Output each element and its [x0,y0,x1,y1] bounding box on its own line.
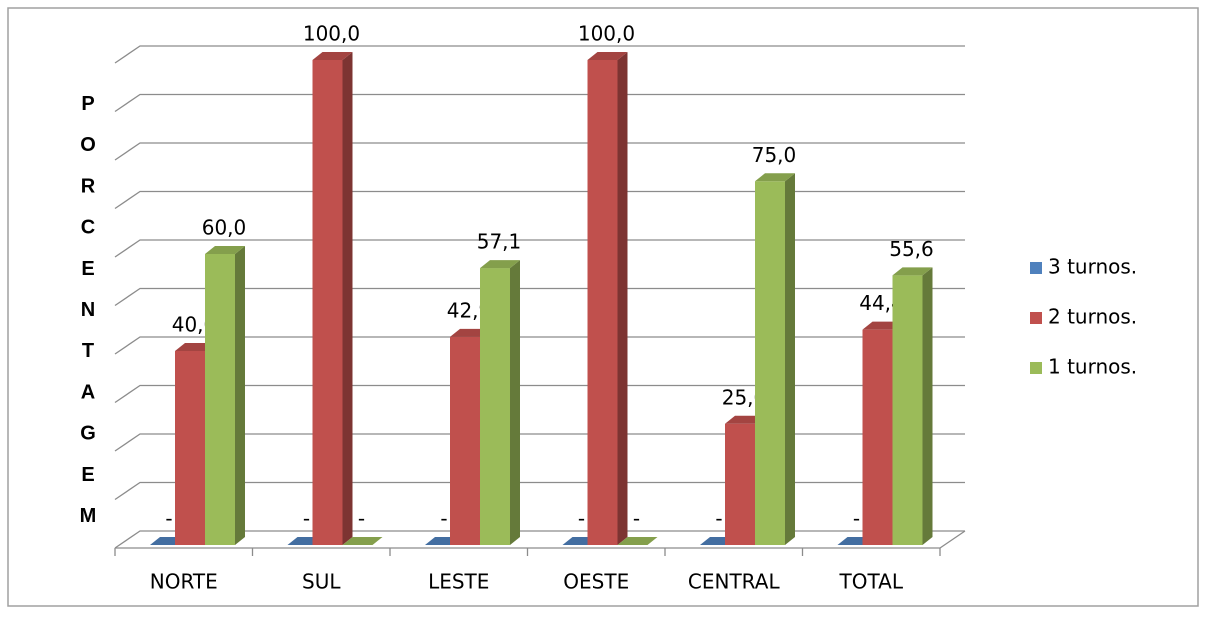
bar-top [892,267,933,276]
bar-side [785,173,795,545]
bar-front [175,351,205,545]
data-label: 55,6 [889,237,934,261]
bar-top [755,173,795,182]
bar-top [587,52,628,60]
grid-line [114,190,965,210]
bar-side [922,267,933,545]
data-label: - [578,507,585,531]
bar-front [450,336,480,545]
bar-front [862,329,893,545]
legend-label: 3 turnos. [1048,255,1137,279]
bar-front [205,254,235,545]
bar [342,537,383,545]
legend-swatch [1030,362,1042,374]
bar [205,246,245,545]
x-tick-label: OESTE [563,570,629,594]
data-label: 75,0 [752,143,797,167]
data-label: - [358,507,365,531]
data-label: - [853,507,860,531]
bar [892,267,933,545]
x-tick-label: SUL [302,570,341,594]
legend-swatch [1030,312,1042,324]
x-tick-label: CENTRAL [688,570,781,594]
bar [587,52,628,545]
bar-top [480,260,520,269]
bar-front [587,60,618,545]
data-label: 57,1 [477,230,522,254]
bar [480,260,520,545]
data-label: 100,0 [578,22,635,46]
grid-line [114,433,965,452]
grid-line [114,336,965,355]
bar [617,537,658,545]
x-tick-label: NORTE [150,570,218,594]
grid-line [114,530,965,549]
bar-front [755,181,785,545]
data-label: - [633,507,640,531]
legend-label: 1 turnos. [1048,355,1137,379]
bar-top [342,537,383,545]
grid-line [114,287,965,307]
grid-line [114,45,965,64]
bar-front [480,268,510,545]
bar-side [235,246,245,545]
data-label: - [440,507,447,531]
legend-swatch [1030,262,1042,274]
x-tick-label: TOTAL [839,570,904,594]
grid-line [114,384,965,404]
bar-front [725,423,755,545]
bar [312,52,353,545]
grid-line [114,93,965,113]
bar-front [312,60,343,545]
grid-line [114,142,965,161]
bar-side [617,52,628,545]
bar-top [205,246,245,254]
x-tick-label: LESTE [428,570,489,594]
data-label: - [165,507,172,531]
bar [755,173,795,545]
bar-side [342,52,353,545]
data-label: 100,0 [303,22,360,46]
bar-top [312,52,353,60]
bar-side [510,260,520,545]
grid-line [114,239,965,258]
bar-top [617,537,658,545]
data-label: - [303,507,310,531]
bar-front [892,275,923,545]
legend-label: 2 turnos. [1048,305,1137,329]
grid-line [114,481,965,501]
data-label: 60,0 [202,216,247,240]
data-label: - [715,507,722,531]
